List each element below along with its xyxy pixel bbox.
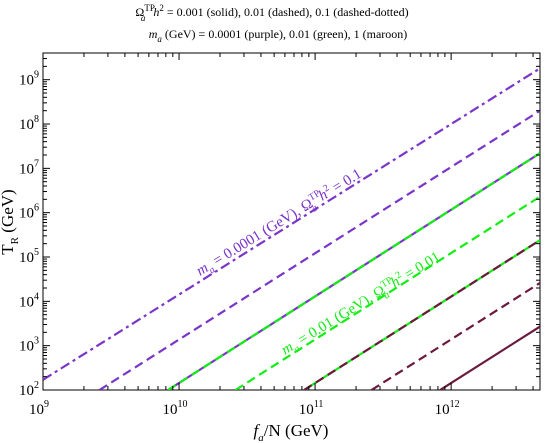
header-line-1-rest: = 0.001 (solid), 0.01 (dashed), 0.1 (das… bbox=[164, 5, 409, 19]
annotation-purple-mid: = 0.0001 (GeV), Ω bbox=[207, 196, 316, 271]
annotation-green-m-sub: a bbox=[292, 343, 302, 355]
series-layer bbox=[43, 67, 540, 390]
annotation-purple-sub2: a bbox=[310, 203, 320, 215]
plot-frame bbox=[42, 52, 541, 391]
annotation-purple-m-sub: a bbox=[207, 264, 217, 276]
y-axis-ticks: 102 103 104 105 106 107 108 109 bbox=[19, 52, 540, 399]
y-axis-title-rest: (GeV) bbox=[0, 189, 17, 237]
series-line-3 bbox=[167, 152, 540, 390]
y-axis-title: TR (GeV) bbox=[0, 189, 21, 254]
y-tick-label: 108 bbox=[19, 114, 39, 133]
x-axis-title-f: f bbox=[254, 421, 261, 440]
annotation-green-h-sup: 2 bbox=[394, 269, 404, 281]
annotation-purple: ma = 0.0001 (GeV), ΩTPah2 = 0.1 bbox=[193, 164, 367, 282]
x-tick-label: 1012 bbox=[435, 399, 460, 418]
annotation-purple-sup: TP bbox=[307, 188, 323, 204]
y-tick-label: 107 bbox=[19, 158, 39, 177]
annotation-purple-end: = 0.1 bbox=[327, 166, 365, 198]
annotation-green-mid: = 0.01 (GeV), Ω bbox=[292, 283, 388, 350]
y-tick-label: 103 bbox=[19, 336, 39, 355]
y-axis-title-t: T bbox=[0, 244, 17, 255]
series-line-2 bbox=[98, 109, 540, 390]
x-axis-title-rest: /N (GeV) bbox=[264, 421, 329, 440]
header-omega-sup: TP bbox=[144, 3, 155, 13]
y-tick-label: 105 bbox=[19, 247, 39, 266]
annotation-green-end: = 0.01 bbox=[399, 249, 443, 285]
series-line-1 bbox=[43, 67, 540, 381]
x-tick-label: 1011 bbox=[299, 399, 324, 418]
y-tick-label: 106 bbox=[19, 203, 39, 222]
x-axis-ticks: 109 1010 1011 1012 bbox=[29, 53, 534, 418]
series-line-7 bbox=[303, 239, 540, 390]
x-tick-label: 109 bbox=[29, 399, 49, 418]
header-m: m bbox=[149, 27, 158, 41]
header-line-1: ΩTP a h2 = 0.001 (solid), 0.01 (dashed), 0… bbox=[135, 3, 408, 23]
header-omega: Ω bbox=[135, 5, 144, 19]
header-omega-sub: a bbox=[141, 13, 146, 23]
header-line-2-rest: (GeV) = 0.0001 (purple), 0.01 (green), 1… bbox=[162, 27, 407, 41]
annotation-green-sub2: a bbox=[382, 290, 392, 302]
header-h: h bbox=[153, 5, 159, 19]
x-axis-title-sub: a bbox=[258, 432, 264, 443]
y-tick-label: 104 bbox=[19, 291, 39, 310]
series-line-4 bbox=[167, 152, 540, 390]
x-tick-label: 1010 bbox=[163, 399, 188, 418]
header-h-sup: 2 bbox=[159, 3, 164, 13]
annotation-purple-h-sup: 2 bbox=[321, 183, 331, 195]
header-line-2: ma (GeV) = 0.0001 (purple), 0.01 (green)… bbox=[149, 27, 408, 44]
y-tick-label: 102 bbox=[19, 380, 39, 399]
series-line-9 bbox=[439, 325, 540, 390]
header-m-sub: a bbox=[157, 34, 162, 44]
y-axis-title-sub: R bbox=[9, 236, 21, 244]
x-axis-title: fa/N (GeV) bbox=[254, 421, 329, 443]
series-line-8 bbox=[370, 282, 540, 390]
y-tick-label: 109 bbox=[19, 70, 39, 89]
series-line-5 bbox=[234, 195, 540, 390]
annotation-green-sup: TP bbox=[379, 275, 395, 291]
